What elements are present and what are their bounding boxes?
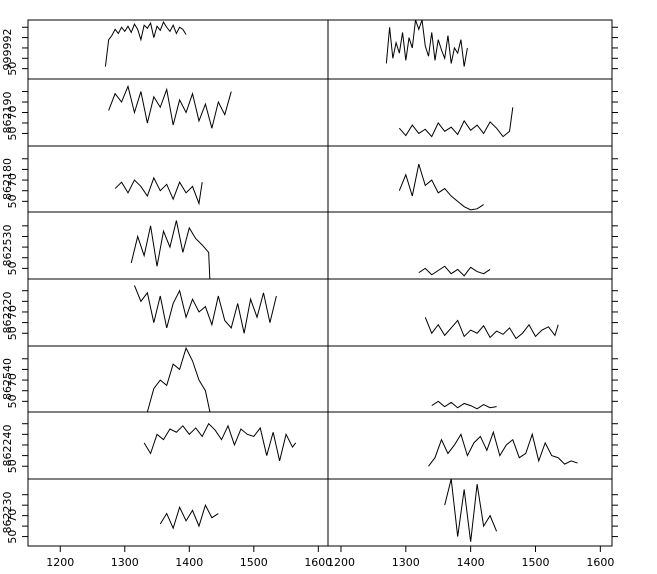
x-tick-label: 1500 — [240, 556, 268, 569]
y-tick-label: 70 — [6, 106, 19, 120]
series-line — [104, 20, 187, 67]
row-label: 862180 — [1, 158, 14, 200]
panel-frame — [27, 211, 329, 280]
series-line — [159, 503, 219, 530]
y-tick-label: 50 — [6, 530, 19, 544]
series-line — [130, 220, 211, 279]
series-line — [424, 317, 559, 340]
panel-frame — [27, 345, 329, 413]
panel-frame — [27, 145, 329, 213]
x-tick-label: 1600 — [586, 556, 614, 569]
series-line — [398, 163, 484, 211]
series-line — [114, 176, 203, 206]
row-label: 862530 — [1, 225, 14, 267]
series-line — [431, 400, 497, 410]
panel-frame — [327, 411, 613, 480]
panel-frame — [27, 278, 329, 347]
x-tick-label: 1400 — [457, 556, 485, 569]
row-label: 862190 — [1, 92, 14, 134]
y-tick-label: 70 — [6, 305, 19, 319]
series-line — [143, 422, 297, 462]
panel-frame — [327, 345, 613, 413]
x-tick-label: 1600 — [304, 556, 332, 569]
panel-frame — [327, 19, 613, 80]
row-label: 862220 — [1, 292, 14, 334]
series-line — [133, 285, 277, 334]
series-line — [146, 346, 211, 412]
x-tick-label: 1300 — [111, 556, 139, 569]
x-tick-label: 1200 — [46, 556, 74, 569]
row-label: 999992 — [1, 29, 14, 71]
panel-frame — [27, 19, 329, 80]
series-line — [444, 479, 498, 542]
y-tick-label: 50 — [6, 261, 19, 275]
y-tick-label: 70 — [6, 509, 19, 523]
row-label: 862540 — [1, 358, 14, 400]
y-tick-label: 50 — [6, 126, 19, 140]
y-tick-label: 50 — [6, 326, 19, 340]
x-tick-label: 1300 — [392, 556, 420, 569]
y-tick-label: 50 — [6, 194, 19, 208]
y-tick-label: 70 — [6, 173, 19, 187]
panel-frame — [327, 278, 613, 347]
panel-frame — [27, 78, 329, 147]
x-tick-label: 1400 — [175, 556, 203, 569]
y-tick-label: 50 — [6, 394, 19, 408]
x-tick-label: 1500 — [521, 556, 549, 569]
series-line — [385, 20, 468, 67]
series-line — [108, 84, 232, 129]
row-label: 862240 — [1, 425, 14, 467]
series-line — [428, 430, 578, 467]
row-label: 862230 — [1, 492, 14, 534]
series-line — [418, 265, 491, 277]
y-tick-label: 50 — [6, 459, 19, 473]
panel-frame — [327, 145, 613, 213]
x-tick-label: 1200 — [327, 556, 355, 569]
series-line — [398, 107, 514, 138]
panel-frame — [327, 78, 613, 147]
y-tick-label: 50 — [6, 62, 19, 76]
y-tick-label: 70 — [6, 373, 19, 387]
panel-frame — [327, 478, 613, 547]
